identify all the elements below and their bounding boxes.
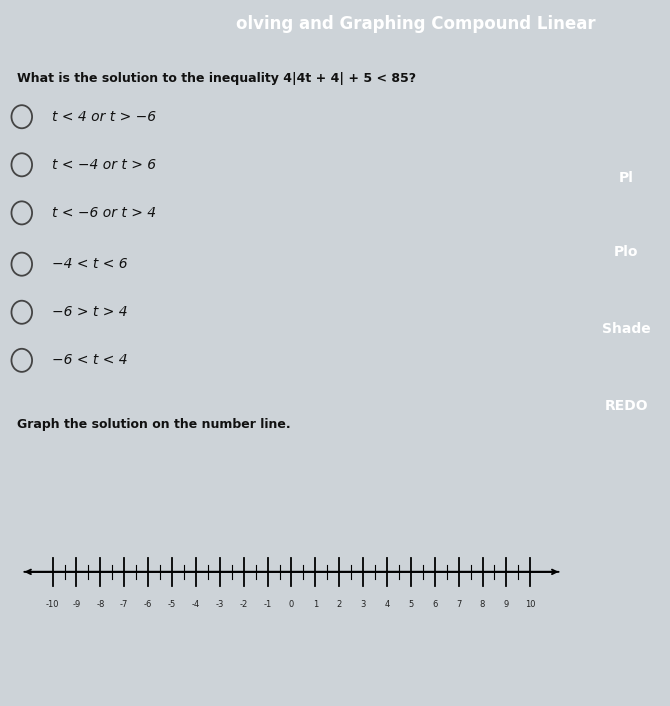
Text: 9: 9 <box>504 599 509 609</box>
Text: 8: 8 <box>480 599 485 609</box>
Text: −6 > t > 4: −6 > t > 4 <box>52 305 127 319</box>
Text: t < 4 or t > −6: t < 4 or t > −6 <box>52 109 155 124</box>
Text: REDO: REDO <box>604 399 648 412</box>
Text: 1: 1 <box>313 599 318 609</box>
Text: -7: -7 <box>120 599 129 609</box>
Text: Shade: Shade <box>602 322 651 335</box>
Text: t < −4 or t > 6: t < −4 or t > 6 <box>52 158 155 172</box>
Text: -2: -2 <box>240 599 248 609</box>
Text: −6 < t < 4: −6 < t < 4 <box>52 353 127 367</box>
Text: 10: 10 <box>525 599 535 609</box>
Text: Graph the solution on the number line.: Graph the solution on the number line. <box>17 418 291 431</box>
Text: Plo: Plo <box>614 246 639 259</box>
Text: 5: 5 <box>408 599 413 609</box>
Text: -10: -10 <box>46 599 60 609</box>
Text: 0: 0 <box>289 599 294 609</box>
Text: t < −6 or t > 4: t < −6 or t > 4 <box>52 206 155 220</box>
Text: -5: -5 <box>168 599 176 609</box>
Text: −4 < t < 6: −4 < t < 6 <box>52 257 127 271</box>
Text: -1: -1 <box>263 599 272 609</box>
Text: 4: 4 <box>385 599 390 609</box>
Text: 3: 3 <box>360 599 366 609</box>
Text: -6: -6 <box>144 599 152 609</box>
Text: 6: 6 <box>432 599 438 609</box>
Text: -4: -4 <box>192 599 200 609</box>
Text: 7: 7 <box>456 599 462 609</box>
Text: Pl: Pl <box>619 172 634 185</box>
Text: -8: -8 <box>96 599 105 609</box>
Text: 2: 2 <box>336 599 342 609</box>
Text: -3: -3 <box>216 599 224 609</box>
Text: What is the solution to the inequality 4|4t + 4| + 5 < 85?: What is the solution to the inequality 4… <box>17 73 416 85</box>
Text: olving and Graphing Compound Linear: olving and Graphing Compound Linear <box>236 15 595 32</box>
Text: -9: -9 <box>72 599 80 609</box>
